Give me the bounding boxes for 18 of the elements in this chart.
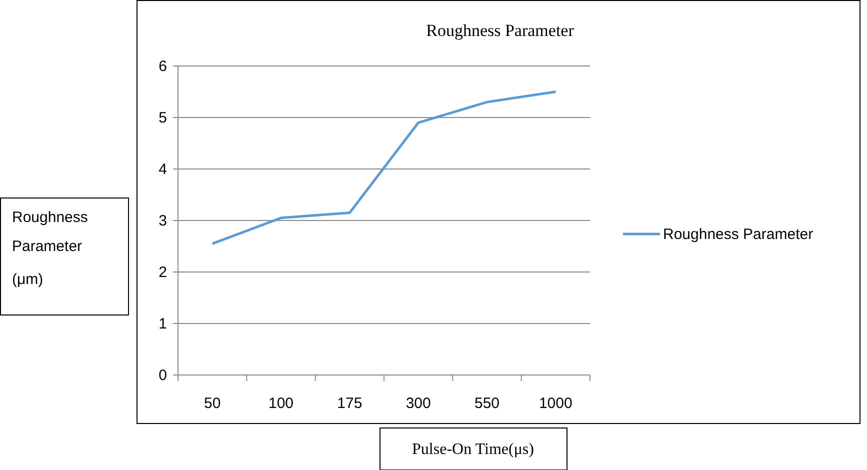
x-tick-label: 100 — [268, 395, 294, 412]
y-tick-label: 1 — [158, 316, 167, 332]
legend-label: Roughness Parameter — [663, 226, 814, 243]
x-tick-label: 50 — [204, 395, 221, 412]
x-axis-title: Pulse-On Time(μs) — [412, 441, 534, 458]
x-tick-label: 550 — [474, 395, 500, 412]
y-tick-label: 2 — [158, 264, 167, 281]
x-tick-label: 1000 — [538, 395, 572, 412]
x-tick-label: 175 — [337, 395, 362, 412]
y-tick-label: 0 — [158, 367, 167, 384]
y-axis-title: Roughness Parameter (μm) — [12, 209, 88, 288]
chart-title: Roughness Parameter — [426, 21, 574, 40]
y-tick-label: 6 — [158, 58, 167, 75]
x-tick-label: 300 — [406, 395, 431, 412]
y-tick-label: 3 — [158, 212, 167, 230]
line-series — [211, 90, 557, 245]
y-tick-label: 5 — [158, 110, 167, 126]
y-tick-label: 4 — [158, 161, 167, 178]
